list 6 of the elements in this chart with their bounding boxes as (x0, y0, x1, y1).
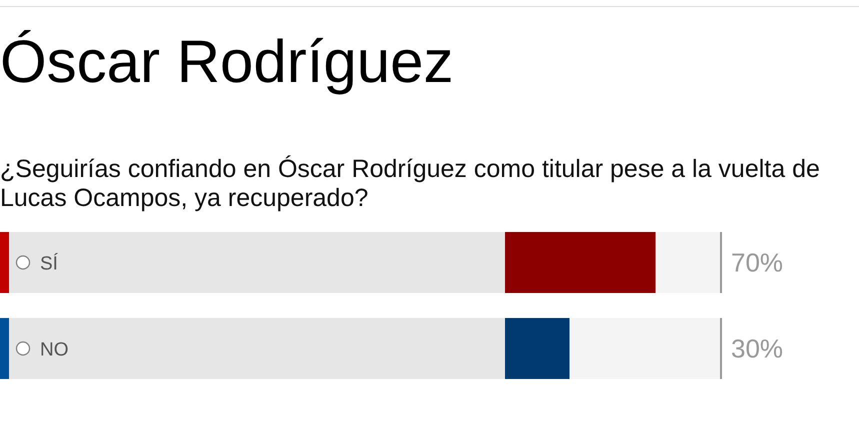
chart-subtitle: ¿Seguirías confiando en Óscar Rodríguez como titular pese a la vuelta de Lucas Ocampos, ya recuperado? (0, 155, 820, 212)
y-tick-label: NO (40, 340, 68, 360)
y-tick-label: SÍ (40, 252, 59, 274)
chart-title: Óscar Rodríguez (0, 28, 454, 95)
data-label: 70% (731, 248, 784, 278)
data-label: 30% (731, 334, 784, 364)
